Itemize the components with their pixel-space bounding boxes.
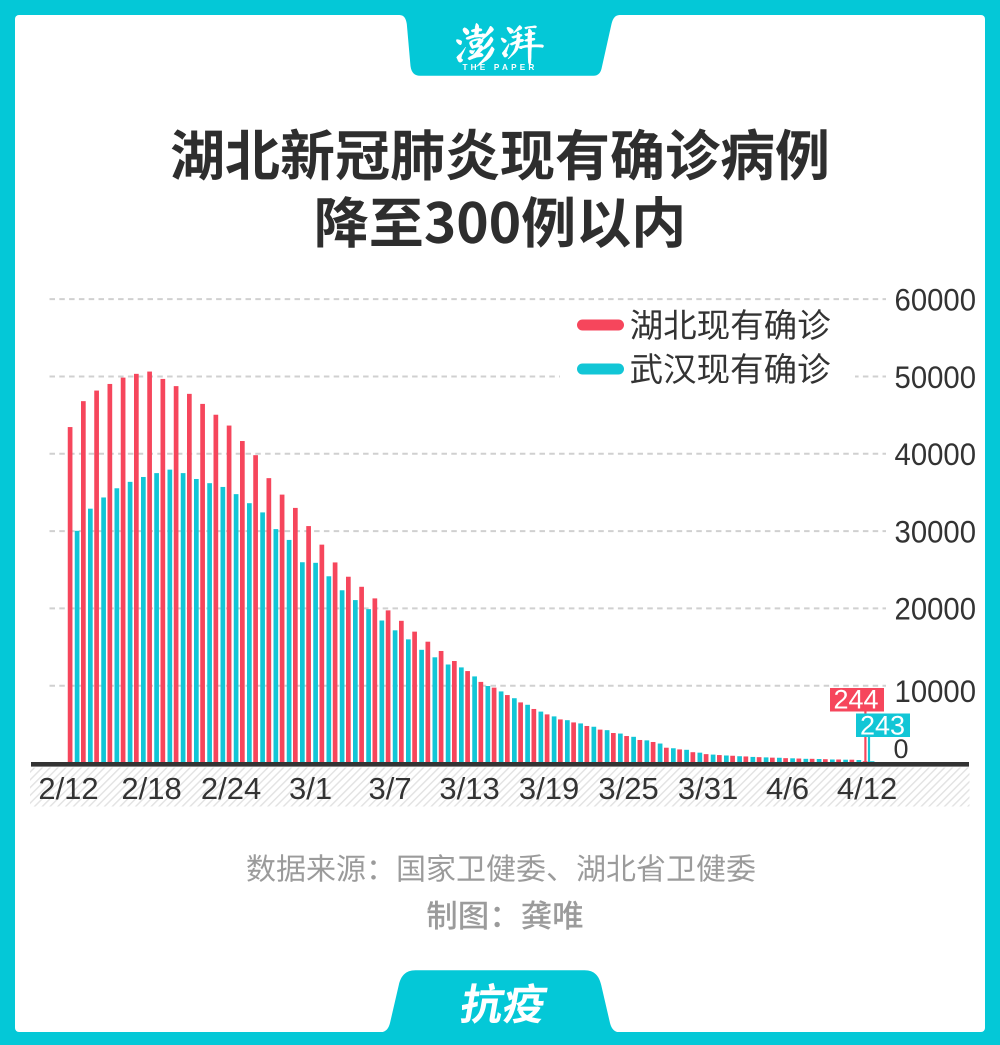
svg-text:40000: 40000 (895, 437, 976, 472)
svg-text:2/24: 2/24 (201, 771, 261, 806)
svg-text:243: 243 (860, 710, 905, 740)
svg-text:244: 244 (833, 685, 878, 715)
svg-text:2/18: 2/18 (121, 771, 181, 806)
svg-text:30000: 30000 (895, 514, 976, 549)
svg-text:0: 0 (894, 734, 909, 764)
svg-text:3/7: 3/7 (369, 771, 412, 806)
svg-text:10000: 10000 (895, 674, 976, 709)
svg-text:3/19: 3/19 (519, 771, 579, 806)
svg-text:4/6: 4/6 (766, 771, 809, 806)
svg-text:60000: 60000 (895, 282, 976, 317)
svg-text:2/12: 2/12 (38, 771, 98, 806)
svg-text:3/13: 3/13 (439, 771, 499, 806)
svg-text:3/25: 3/25 (598, 771, 658, 806)
svg-text:20000: 20000 (895, 592, 976, 627)
svg-text:THE PAPER: THE PAPER (462, 63, 537, 72)
svg-text:50000: 50000 (895, 360, 976, 395)
svg-text:4/12: 4/12 (837, 771, 897, 806)
svg-text:3/1: 3/1 (289, 771, 332, 806)
svg-text:3/31: 3/31 (678, 771, 738, 806)
